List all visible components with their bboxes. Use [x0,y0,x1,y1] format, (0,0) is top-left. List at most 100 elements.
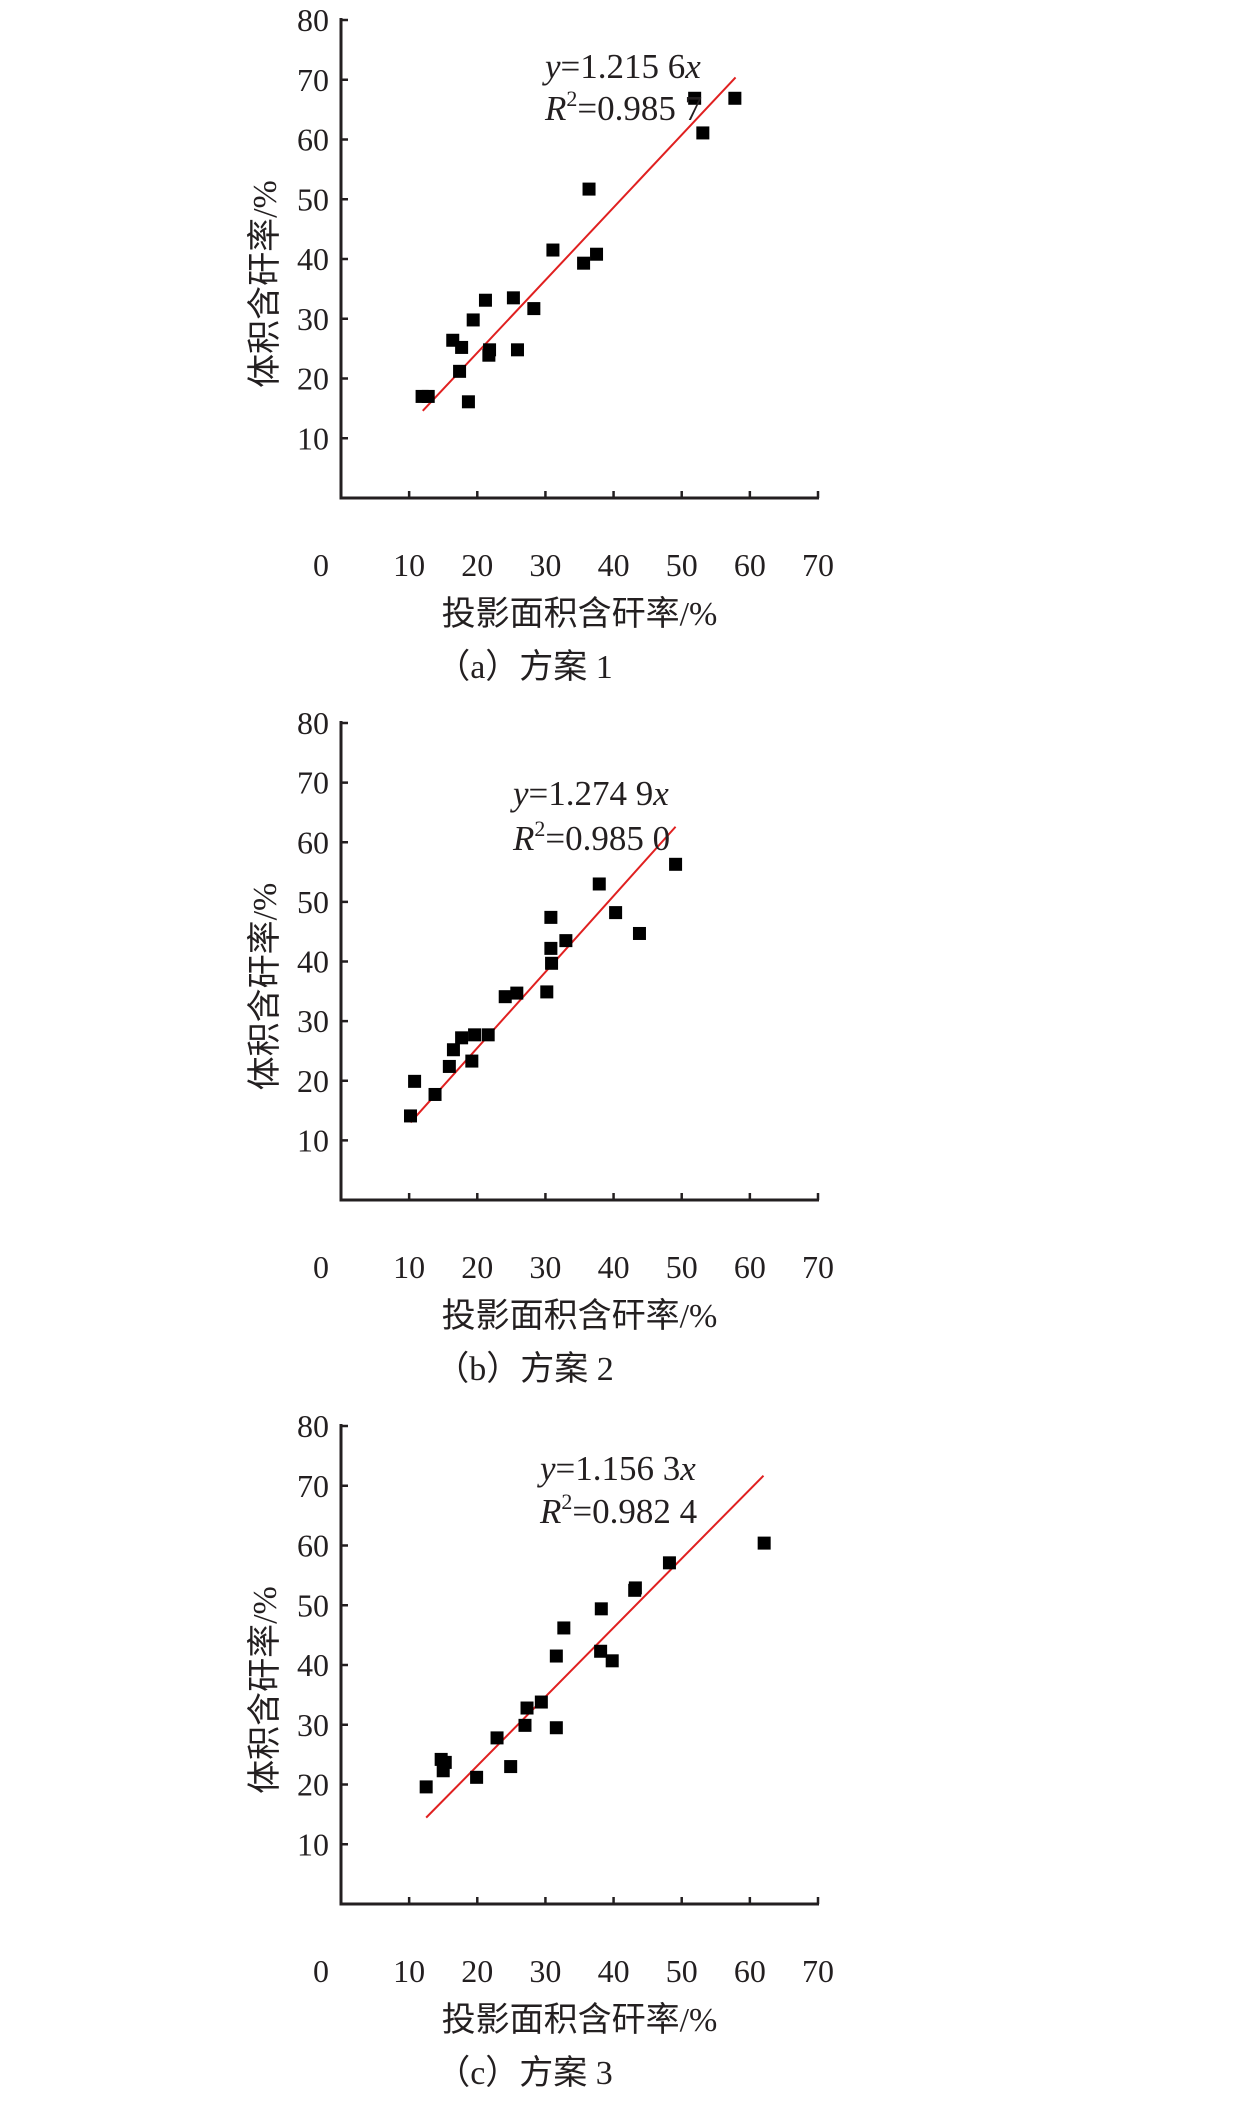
data-point [419,1780,433,1794]
data-point [465,1054,479,1068]
x-tick-label: 60 [734,547,766,583]
y-tick-label: 20 [297,1767,329,1803]
data-point [506,291,520,305]
y-tick-label: 80 [297,1408,329,1444]
fit-equation: y=1.274 9x [510,774,669,813]
data-point [455,340,469,354]
y-tick-label: 40 [297,944,329,980]
data-point [688,91,702,105]
data-point [481,1028,495,1042]
y-tick-label: 80 [297,2,329,38]
data-point [559,934,573,948]
data-point [520,1701,534,1715]
y-axis-label: 体积含矸率/% [246,180,284,388]
data-point [594,1602,608,1616]
data-point [498,990,512,1004]
data-point [549,1649,563,1663]
data-point [582,182,596,196]
y-tick-label: 40 [297,241,329,277]
x-tick-label: 0 [313,1249,329,1285]
r2-label: R [544,89,566,128]
chart-caption: （b）方案 2 [435,1350,614,1388]
x-axis-label: 投影面积含矸率/% [442,1297,718,1335]
y-tick-label: 60 [297,824,329,860]
data-point [442,1059,456,1073]
data-point [544,941,558,955]
x-tick-label: 30 [529,1249,561,1285]
eq-coef: =1.274 9 [529,774,654,813]
eq-var: x [679,1449,696,1488]
r-squared: R2=0.982 4 [539,1489,697,1531]
y-axis-label: 体积含矸率/% [246,883,284,1091]
data-point [577,256,591,270]
x-axis-label: 投影面积含矸率/% [442,595,718,633]
y-tick-label: 50 [297,884,329,920]
x-tick-label: 40 [598,547,630,583]
eq-lhs: y [510,774,529,813]
r2-label: R [512,819,534,858]
fit-line [409,826,677,1124]
r2-value: =0.985 0 [545,819,670,858]
y-tick-label: 60 [297,122,329,158]
x-tick-label: 50 [666,1249,698,1285]
data-point [669,857,683,871]
fit-equation: y=1.156 3x [537,1449,696,1488]
y-tick-label: 20 [297,361,329,397]
data-point [453,364,467,378]
x-tick-label: 40 [598,1249,630,1285]
data-point [757,1536,771,1550]
data-point [404,1109,418,1123]
data-point [436,1764,450,1778]
chart-caption: （a）方案 1 [436,648,613,686]
data-point [510,986,524,1000]
data-point [549,1721,563,1735]
data-point [590,247,604,261]
data-point [592,877,606,891]
data-point [632,926,646,940]
x-tick-label: 30 [529,1953,561,1989]
data-point [478,293,492,307]
data-point [518,1718,532,1732]
data-point [605,1654,619,1668]
data-point [662,1556,676,1570]
eq-lhs: y [542,47,561,86]
fit-equation: y=1.215 6x [542,47,701,86]
data-point [510,343,524,357]
x-tick-label: 0 [313,547,329,583]
y-tick-label: 10 [297,1122,329,1158]
data-point [446,1043,460,1057]
data-point [408,1074,422,1088]
data-point [728,91,742,105]
fit-line [422,76,737,412]
eq-coef: =1.215 6 [561,47,686,86]
x-tick-label: 40 [598,1953,630,1989]
y-tick-label: 40 [297,1647,329,1683]
x-tick-label: 50 [666,1953,698,1989]
data-point [468,1028,482,1042]
y-tick-label: 70 [297,765,329,801]
data-point [534,1695,548,1709]
eq-lhs: y [537,1449,556,1488]
y-tick-label: 60 [297,1528,329,1564]
r2-label: R [539,1492,561,1531]
x-tick-label: 70 [802,1249,834,1285]
y-tick-label: 30 [297,301,329,337]
data-point [470,1770,484,1784]
data-point [466,313,480,327]
x-tick-label: 70 [802,1953,834,1989]
data-point [527,302,541,316]
r2-superscript: 2 [566,86,577,111]
y-tick-label: 30 [297,1707,329,1743]
chart-panel-2: 10 20 30 40 50 60 70 80 0 10 20 30 40 50 60 70 投影面积含矸率/%… [246,705,834,1388]
r2-superscript: 2 [534,816,545,841]
data-point [428,1087,442,1101]
eq-coef: =1.156 3 [556,1449,681,1488]
data-point [609,906,623,920]
data-point [540,985,554,999]
r2-value: =0.985 7 [577,89,702,128]
r2-superscript: 2 [561,1489,572,1514]
x-tick-label: 20 [461,547,493,583]
y-axis-label: 体积含矸率/% [246,1586,284,1794]
chart-caption: （c）方案 3 [436,2054,613,2092]
